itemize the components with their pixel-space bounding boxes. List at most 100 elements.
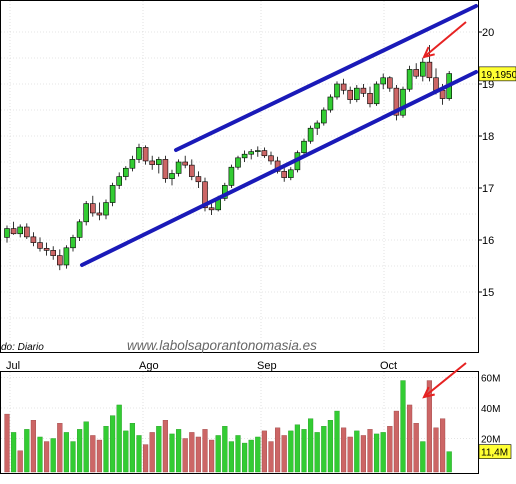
price-arrow-icon xyxy=(422,21,467,59)
candle-body xyxy=(406,69,413,90)
volume-bar xyxy=(156,426,162,473)
volume-bar xyxy=(37,436,43,473)
candle-body xyxy=(208,207,215,211)
candle-body xyxy=(347,89,354,100)
candle-body xyxy=(400,88,406,116)
candle-body xyxy=(413,69,420,77)
volume-bar xyxy=(63,432,70,473)
volume-bar xyxy=(393,410,400,473)
volume-bar xyxy=(301,429,307,473)
candle-body xyxy=(50,250,57,256)
candle-body xyxy=(169,173,175,179)
volume-bar xyxy=(387,426,393,473)
candle-body xyxy=(426,61,433,79)
candle-body xyxy=(301,140,307,153)
volume-bars xyxy=(4,380,452,473)
last-price-label: 19,1950 xyxy=(481,70,516,81)
candle-body xyxy=(334,83,340,98)
candle-body xyxy=(281,171,288,178)
last-volume-label: 11,4M xyxy=(481,448,508,459)
volume-bar xyxy=(374,433,380,473)
volume-bar xyxy=(288,430,294,473)
volume-bar xyxy=(440,418,446,473)
candle-body xyxy=(17,226,24,235)
watermark: www.labolsaporantonomasia.es xyxy=(127,338,317,353)
volume-bar xyxy=(426,380,433,473)
volume-bar xyxy=(268,441,274,473)
channel-upper-line xyxy=(174,4,478,152)
candle-body xyxy=(268,155,274,162)
volume-bar xyxy=(142,444,149,473)
candle-body xyxy=(320,109,327,124)
candle-body xyxy=(360,87,367,94)
candle-body xyxy=(182,161,188,166)
candle-body xyxy=(162,159,169,179)
candle-body xyxy=(189,164,195,177)
arrow-shaft xyxy=(423,21,467,58)
candle-body xyxy=(228,166,235,186)
volume-bar xyxy=(228,441,235,473)
candle-body xyxy=(433,77,439,91)
volume-bar xyxy=(17,450,23,473)
x-tick-label: Ago xyxy=(139,360,159,372)
volume-bar xyxy=(189,432,195,473)
candle-body xyxy=(37,242,43,249)
candle-body xyxy=(393,87,400,116)
volume-bar xyxy=(57,423,63,473)
volume-bar xyxy=(248,439,254,473)
volume-bar xyxy=(149,432,155,473)
volume-bar xyxy=(215,435,221,473)
volume-bar xyxy=(76,429,83,473)
y-tick-label: 17 xyxy=(482,183,494,195)
volume-bar xyxy=(222,426,228,473)
volume-bar xyxy=(109,415,116,473)
volume-bar xyxy=(308,418,314,473)
candles xyxy=(4,45,453,271)
candle-body xyxy=(63,247,70,266)
volume-axis-label: 20M xyxy=(481,435,500,446)
volume-bar xyxy=(24,429,30,473)
volume-bar xyxy=(354,430,360,473)
volume-bar xyxy=(334,410,340,473)
volume-bar xyxy=(208,439,215,473)
volume-bar xyxy=(116,404,122,473)
candle-body xyxy=(10,228,17,235)
volume-bar xyxy=(235,435,241,473)
volume-bar xyxy=(347,436,353,473)
candle-body xyxy=(373,83,380,105)
volume-axis-label: 60M xyxy=(481,374,500,385)
y-tick-label: 19 xyxy=(482,79,494,91)
volume-bar xyxy=(129,423,136,473)
candle-body xyxy=(83,203,89,223)
volume-bar xyxy=(162,420,169,473)
volume-bar xyxy=(182,438,188,473)
volume-bar xyxy=(70,441,76,473)
candle-body xyxy=(439,89,446,99)
candle-body xyxy=(255,150,261,152)
volume-bar xyxy=(281,435,287,473)
volume-bar xyxy=(123,430,129,473)
arrow-head xyxy=(422,46,435,59)
price-panel xyxy=(0,0,479,353)
candle-body xyxy=(4,228,10,238)
volume-bar xyxy=(327,420,334,473)
channel-lower-line xyxy=(80,70,478,267)
candle-body xyxy=(419,61,426,77)
last-volume-tag xyxy=(478,444,512,459)
last-price-tag xyxy=(478,66,516,82)
y-tick-label: 18 xyxy=(482,131,494,143)
candle-body xyxy=(380,77,387,85)
volume-bar xyxy=(136,435,142,473)
volume-bar xyxy=(294,424,301,473)
volume-bar xyxy=(30,420,37,473)
candle-body xyxy=(195,176,202,183)
candle-body xyxy=(307,127,314,142)
volume-bar xyxy=(341,427,347,473)
candle-body xyxy=(103,202,109,216)
volume-bar xyxy=(413,423,419,473)
candle-body xyxy=(287,169,294,178)
candle-body xyxy=(261,150,268,157)
candle-body xyxy=(386,77,393,89)
y-tick-label: 16 xyxy=(482,235,494,247)
